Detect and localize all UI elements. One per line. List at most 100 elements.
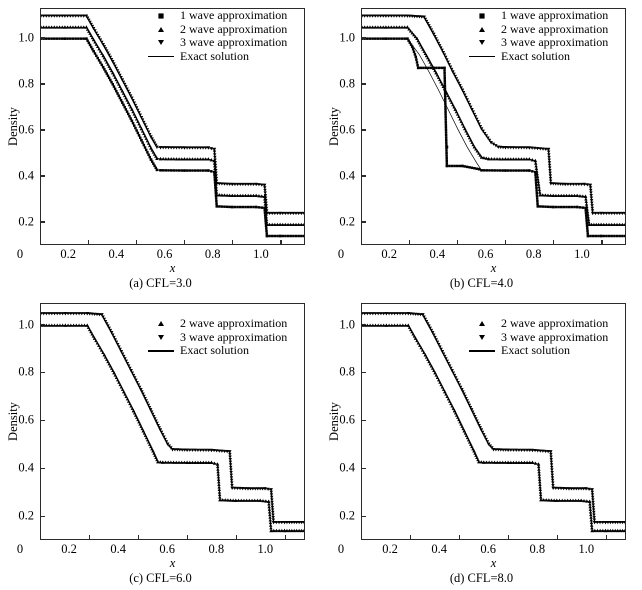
panel-caption-b: (b) CFL=4.0 bbox=[449, 276, 514, 290]
legend-entry-exact: Exact solution bbox=[146, 48, 287, 64]
legend-label-two-wave: 2 wave approximation bbox=[180, 21, 288, 36]
triangle-down-marker-icon bbox=[467, 40, 497, 46]
y-axis-title-a: Density bbox=[6, 107, 20, 146]
panel-caption-c: (c) CFL=6.0 bbox=[129, 571, 192, 585]
y-tick-label: 0.6 bbox=[18, 412, 34, 427]
x-tick-label: 0.2 bbox=[382, 542, 398, 556]
y-tick-label: 0.4 bbox=[18, 460, 34, 475]
x-tick-label: 0.6 bbox=[159, 542, 176, 556]
triangle-up-marker-icon bbox=[467, 321, 497, 327]
legend-label-three-wave: 3 wave approximation bbox=[180, 329, 288, 344]
legend-entry-two-wave: 2 wave approximation bbox=[146, 316, 288, 331]
x-tick-label: 0.4 bbox=[110, 542, 126, 556]
plot-canvas-a bbox=[41, 14, 304, 238]
x-tick-label: 0.2 bbox=[61, 542, 77, 556]
x-tick-label: 0.4 bbox=[431, 542, 447, 556]
x-tick-label: 0.2 bbox=[60, 247, 76, 261]
x-tick-label: 1.0 bbox=[574, 247, 590, 261]
x-tick-label: 0.6 bbox=[477, 247, 494, 261]
legend-label-three-wave: 3 wave approximation bbox=[501, 329, 609, 344]
legend-entry-three-wave: 3 wave approximation bbox=[146, 36, 287, 50]
triangle-down-marker-icon bbox=[467, 334, 497, 340]
y-axis-title-b: Density bbox=[327, 107, 341, 146]
legend-entry-three-wave: 3 wave approximation bbox=[467, 36, 608, 50]
x-axis-title-c: x bbox=[169, 556, 176, 570]
x-axis-title-a: x bbox=[169, 261, 176, 275]
x-tick-label: 0.4 bbox=[429, 247, 446, 261]
x-axis-title-d: x bbox=[490, 556, 497, 570]
legend-label-exact: Exact solution bbox=[501, 48, 570, 63]
legend-label-one-wave: 1 wave approximation bbox=[501, 8, 609, 22]
legend-label-one-wave: 1 wave approximation bbox=[180, 8, 288, 22]
y-tick-label: 0.6 bbox=[18, 122, 34, 137]
legend-entry-exact: Exact solution bbox=[467, 48, 608, 64]
x-tick-label: 1.0 bbox=[257, 542, 274, 556]
plot-area-c bbox=[40, 303, 305, 540]
panel-caption-d: (d) CFL=8.0 bbox=[449, 571, 514, 585]
legend-label-exact: Exact solution bbox=[180, 343, 249, 358]
legend-c: 2 wave approximation 3 wave approximatio… bbox=[146, 316, 288, 358]
legend-entry-two-wave: 2 wave approximation bbox=[146, 21, 288, 37]
x-tick-label: 0 bbox=[337, 542, 345, 556]
plot-area-a bbox=[40, 8, 305, 245]
triangle-down-marker-icon bbox=[146, 40, 176, 46]
panel-c: 0.2 0.4 0.6 0.8 1.0 0 0.2 0.4 0.6 0.8 1.0 Density … bbox=[0, 295, 321, 590]
x-tick-label: 0.8 bbox=[525, 247, 542, 261]
plot-canvas-d bbox=[362, 312, 625, 533]
legend-entry-exact: Exact solution bbox=[146, 344, 287, 358]
x-tick-label: 0.8 bbox=[529, 542, 546, 556]
legend-entry-two-wave: 2 wave approximation bbox=[467, 21, 609, 37]
legend-entry-one-wave: 1 wave approximation bbox=[467, 8, 609, 23]
legend-entry-three-wave: 3 wave approximation bbox=[146, 329, 288, 345]
plot-area-b bbox=[361, 8, 626, 245]
legend-label-exact: Exact solution bbox=[501, 343, 570, 358]
solid-line-marker-icon bbox=[146, 350, 176, 352]
panel-caption-a: (a) CFL=3.0 bbox=[129, 276, 192, 290]
panel-a: 0.2 0.4 0.6 0.8 1.0 0 0.2 0.4 0.6 0.8 1.0 Density … bbox=[0, 0, 321, 295]
x-tick-label: 0.8 bbox=[208, 542, 225, 556]
x-tick-label: 1.0 bbox=[578, 542, 595, 556]
x-tick-label: 0.8 bbox=[204, 247, 221, 261]
y-tick-label: 0.2 bbox=[18, 508, 34, 523]
y-tick-label: 0.2 bbox=[18, 214, 34, 229]
legend-label-exact: Exact solution bbox=[180, 48, 249, 63]
legend-d: 2 wave approximation 3 wave approximatio… bbox=[467, 316, 609, 358]
y-tick-label: 0.8 bbox=[18, 364, 34, 379]
x-tick-label: 0 bbox=[16, 542, 24, 556]
panel-d: 0.2 0.4 0.6 0.8 1.0 0 0.2 0.4 0.6 0.8 1.0 Density … bbox=[321, 295, 642, 590]
plot-canvas-c bbox=[41, 312, 304, 533]
x-tick-label: 0.4 bbox=[108, 247, 125, 261]
x-tick-label: 1.0 bbox=[253, 247, 269, 261]
panel-b: 0.2 0.4 0.6 0.8 1.0 0 0.2 0.4 0.6 0.8 1.0 Density … bbox=[321, 0, 642, 295]
legend-a: 1 wave approximation 2 wave approximatio… bbox=[146, 8, 288, 64]
legend-label-three-wave: 3 wave approximation bbox=[501, 35, 609, 50]
square-marker-icon bbox=[467, 13, 497, 18]
y-tick-label: 0.8 bbox=[18, 76, 34, 91]
triangle-up-marker-icon bbox=[467, 26, 497, 32]
legend-entry-one-wave: 1 wave approximation bbox=[146, 8, 288, 23]
y-tick-label: 1.0 bbox=[18, 30, 34, 45]
triangle-up-marker-icon bbox=[146, 26, 176, 32]
legend-b: 1 wave approximation 2 wave approximatio… bbox=[467, 8, 609, 64]
x-tick-label: 0 bbox=[337, 247, 345, 261]
x-tick-label: 0 bbox=[16, 247, 24, 261]
y-tick-label: 0.4 bbox=[18, 168, 34, 183]
solid-line-marker-icon bbox=[467, 350, 497, 352]
triangle-up-marker-icon bbox=[146, 321, 176, 327]
y-axis-title-d: Density bbox=[327, 402, 341, 441]
y-tick-label: 1.0 bbox=[18, 317, 34, 332]
x-tick-label: 0.6 bbox=[480, 542, 497, 556]
triangle-down-marker-icon bbox=[146, 334, 176, 340]
plot-canvas-b bbox=[362, 14, 625, 238]
x-axis-title-b: x bbox=[490, 261, 497, 275]
legend-entry-two-wave: 2 wave approximation bbox=[467, 316, 609, 331]
square-marker-icon bbox=[146, 13, 176, 18]
legend-label-three-wave: 3 wave approximation bbox=[180, 35, 288, 50]
y-axis-title-c: Density bbox=[6, 402, 20, 441]
legend-label-two-wave: 2 wave approximation bbox=[501, 316, 609, 330]
solid-line-marker-icon bbox=[146, 55, 176, 58]
legend-entry-exact: Exact solution bbox=[467, 344, 608, 358]
legend-label-two-wave: 2 wave approximation bbox=[180, 316, 288, 330]
legend-label-two-wave: 2 wave approximation bbox=[501, 21, 609, 36]
